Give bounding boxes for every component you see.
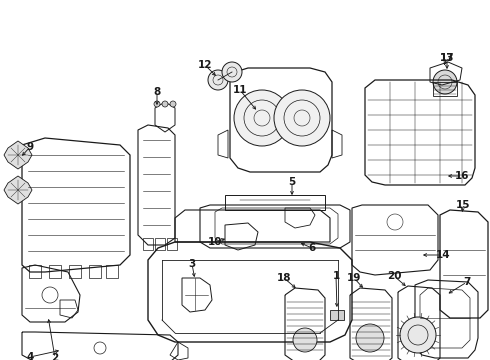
Text: 19: 19: [347, 273, 361, 283]
Circle shape: [154, 101, 160, 107]
Text: 10: 10: [208, 237, 222, 247]
Text: 1: 1: [332, 271, 340, 281]
Circle shape: [222, 62, 242, 82]
Text: 12: 12: [198, 60, 212, 70]
Text: 17: 17: [440, 53, 454, 63]
Text: 3: 3: [188, 259, 196, 269]
Circle shape: [162, 101, 168, 107]
Text: 6: 6: [308, 243, 316, 253]
Circle shape: [433, 70, 457, 94]
Circle shape: [234, 90, 290, 146]
Text: 4: 4: [26, 352, 34, 360]
PathPatch shape: [4, 141, 32, 169]
Circle shape: [356, 324, 384, 352]
Text: 18: 18: [277, 273, 291, 283]
Text: 14: 14: [436, 250, 450, 260]
Text: 20: 20: [387, 271, 401, 281]
Text: 16: 16: [455, 171, 469, 181]
Text: 7: 7: [464, 277, 471, 287]
Text: 11: 11: [233, 85, 247, 95]
Text: 2: 2: [51, 353, 59, 360]
Text: 8: 8: [153, 87, 161, 97]
Circle shape: [170, 101, 176, 107]
Circle shape: [274, 90, 330, 146]
PathPatch shape: [4, 176, 32, 204]
Bar: [330, 310, 344, 320]
Circle shape: [400, 317, 436, 353]
Text: 15: 15: [456, 200, 470, 210]
Text: 9: 9: [26, 142, 33, 152]
Text: 5: 5: [289, 177, 295, 187]
Circle shape: [208, 70, 228, 90]
Circle shape: [293, 328, 317, 352]
Text: 13: 13: [440, 53, 454, 63]
